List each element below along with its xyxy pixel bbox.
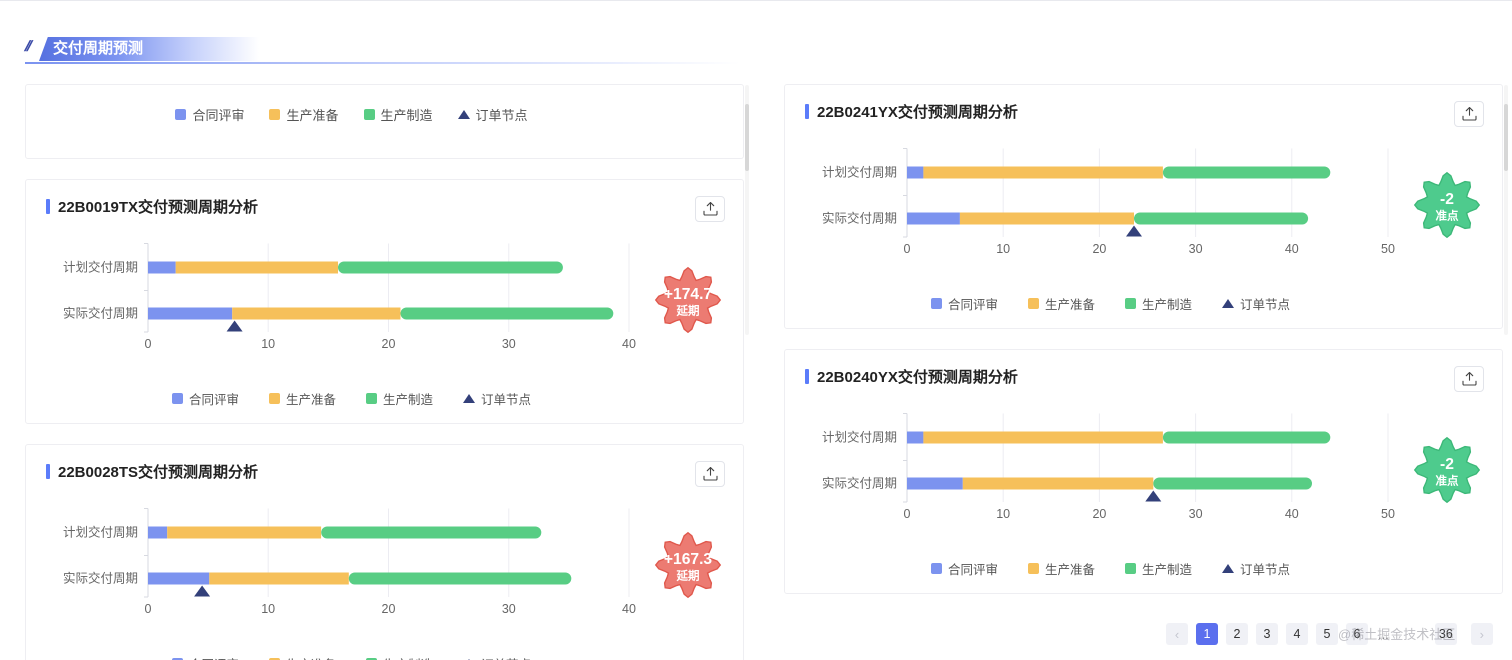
svg-text:40: 40 [622,337,636,351]
svg-text:实际交付周期: 实际交付周期 [63,571,138,586]
svg-text:50: 50 [1381,507,1395,521]
svg-text:-2: -2 [1440,456,1454,473]
svg-text:实际交付周期: 实际交付周期 [822,476,897,491]
svg-text:计划交付周期: 计划交付周期 [822,430,897,445]
svg-text:40: 40 [622,602,636,616]
svg-text:-2: -2 [1440,191,1454,208]
svg-text:30: 30 [502,337,516,351]
svg-text:+174.7: +174.7 [664,286,713,303]
svg-text:0: 0 [145,602,152,616]
svg-text:延期: 延期 [676,304,700,318]
svg-text:准点: 准点 [1436,474,1459,488]
svg-text:10: 10 [996,507,1010,521]
svg-text:延期: 延期 [676,569,700,583]
svg-text:实际交付周期: 实际交付周期 [822,211,897,226]
svg-text:0: 0 [904,242,911,256]
svg-text:40: 40 [1285,507,1299,521]
svg-text:计划交付周期: 计划交付周期 [63,525,138,540]
svg-text:50: 50 [1381,242,1395,256]
svg-text:20: 20 [1092,507,1106,521]
svg-text:20: 20 [382,602,396,616]
svg-text:计划交付周期: 计划交付周期 [822,165,897,180]
svg-text:30: 30 [1189,242,1203,256]
svg-text:0: 0 [904,507,911,521]
svg-text:20: 20 [382,337,396,351]
svg-text:10: 10 [996,242,1010,256]
svg-text:40: 40 [1285,242,1299,256]
svg-text:20: 20 [1092,242,1106,256]
svg-text:10: 10 [261,602,275,616]
svg-text:0: 0 [145,337,152,351]
svg-text:10: 10 [261,337,275,351]
svg-text:+167.3: +167.3 [664,551,713,568]
svg-text:计划交付周期: 计划交付周期 [63,260,138,275]
svg-text:30: 30 [1189,507,1203,521]
svg-text:准点: 准点 [1436,209,1459,223]
svg-text:30: 30 [502,602,516,616]
svg-text:实际交付周期: 实际交付周期 [63,306,138,321]
